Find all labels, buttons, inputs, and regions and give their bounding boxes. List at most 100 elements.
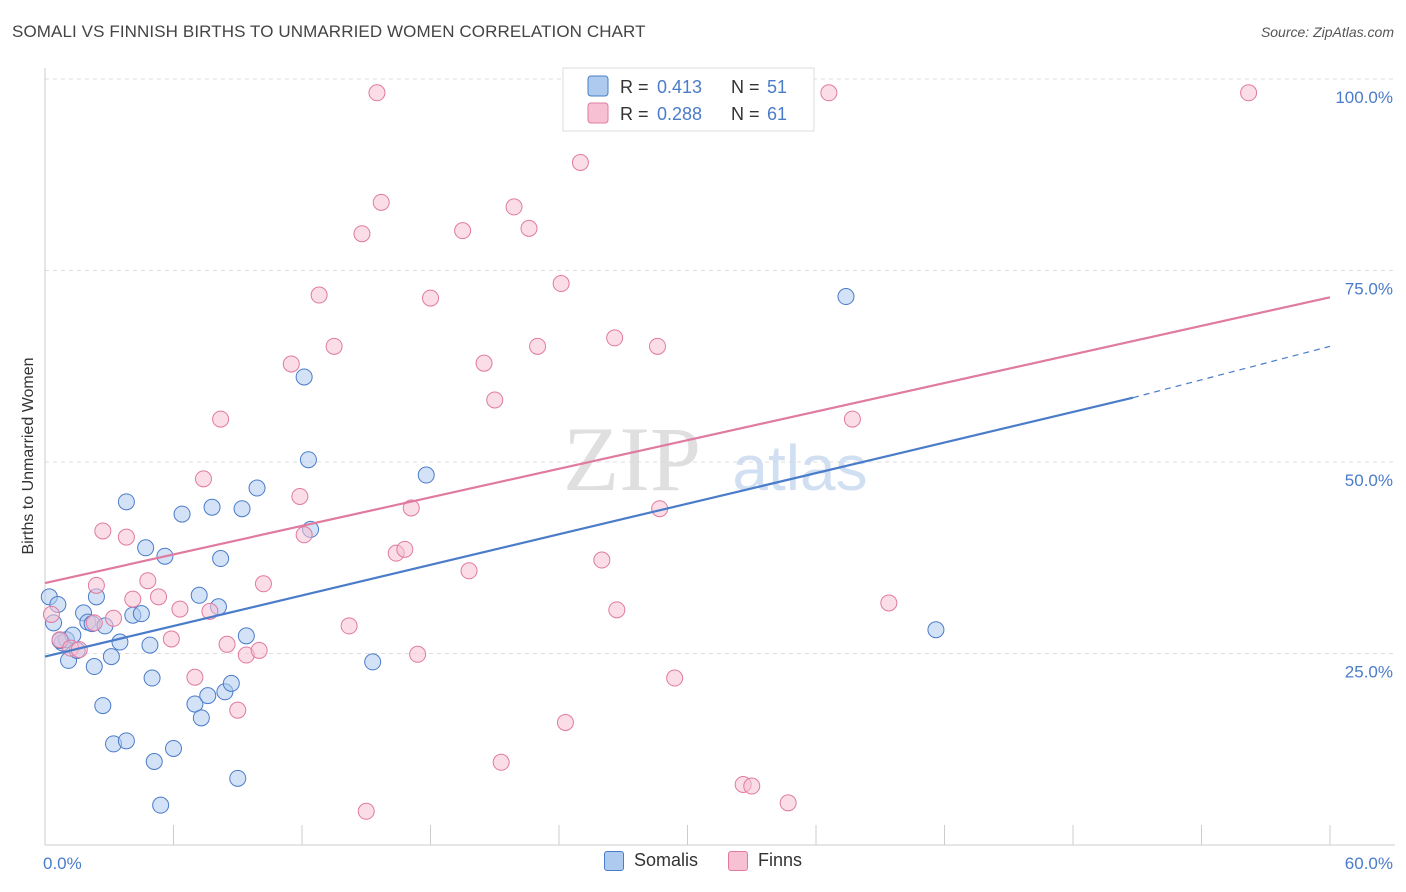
watermark-zip: ZIP	[563, 408, 701, 510]
point-finns-61	[1240, 84, 1258, 102]
point-finns-29	[353, 225, 371, 243]
legend-item-somalis[interactable]: Somalis	[603, 850, 698, 871]
point-finns-46	[552, 275, 570, 293]
point-somalis-43	[295, 368, 313, 386]
trend-line-somalis	[44, 396, 1134, 658]
point-finns-39	[460, 562, 478, 580]
point-somalis-25	[145, 753, 163, 771]
point-finns-48	[571, 153, 589, 171]
somalis-swatch-icon	[603, 850, 624, 871]
point-finns-52	[649, 337, 667, 355]
legend-r-label-finns: R =	[620, 104, 649, 124]
point-finns-8	[117, 528, 135, 546]
gridlines	[45, 78, 1395, 654]
finns-swatch-icon	[728, 850, 748, 871]
point-finns-19	[229, 701, 247, 719]
point-finns-36	[409, 645, 427, 663]
trend-lines	[44, 296, 1331, 658]
watermark-atlas: atlas	[732, 432, 867, 504]
point-finns-23	[282, 355, 300, 373]
point-somalis-36	[212, 550, 230, 568]
point-somalis-42	[248, 479, 266, 497]
legend-label-finns: Finns	[758, 850, 803, 870]
point-somalis-29	[173, 505, 191, 523]
legend-swatch-somalis	[587, 75, 609, 97]
point-finns-10	[139, 572, 157, 590]
point-finns-7	[105, 609, 123, 627]
point-finns-54	[666, 669, 684, 687]
point-finns-4	[85, 614, 103, 632]
point-finns-42	[492, 753, 510, 771]
watermark: ZIP atlas	[563, 408, 868, 510]
point-somalis-28	[165, 739, 182, 757]
legend-swatch-finns	[587, 102, 609, 124]
point-somalis-15	[102, 648, 120, 666]
axes	[44, 68, 1395, 846]
point-somalis-47	[417, 466, 435, 484]
point-finns-21	[250, 641, 268, 659]
point-somalis-48	[837, 288, 855, 306]
point-somalis-11	[85, 658, 103, 676]
point-finns-24	[291, 487, 309, 505]
series-legend: Somalis Finns	[0, 850, 1406, 871]
point-finns-57	[779, 794, 797, 812]
point-finns-49	[593, 551, 611, 569]
point-somalis-22	[137, 539, 155, 557]
point-finns-38	[454, 222, 472, 240]
point-finns-51	[608, 601, 626, 619]
legend-n-value-finns: 61	[767, 104, 787, 124]
point-finns-40	[475, 354, 493, 372]
point-finns-26	[310, 286, 328, 304]
point-somalis-44	[299, 451, 317, 469]
legend-n-label-finns: N =	[731, 104, 760, 124]
legend-n-value-somalis: 51	[767, 77, 787, 97]
point-somalis-32	[192, 709, 210, 727]
point-finns-32	[372, 193, 390, 211]
legend-r-label-somalis: R =	[620, 77, 649, 97]
point-somalis-30	[186, 695, 204, 713]
point-finns-59	[843, 410, 861, 428]
point-somalis-33	[199, 687, 217, 705]
x-tick-label-max: 60.0%	[1345, 854, 1393, 873]
point-finns-15	[194, 470, 212, 488]
x-tick-labels: 0.0% 60.0%	[43, 854, 1393, 873]
point-finns-58	[820, 84, 838, 102]
point-finns-11	[150, 588, 168, 606]
point-finns-18	[218, 635, 236, 653]
point-somalis-23	[141, 636, 159, 654]
point-finns-50	[606, 329, 624, 347]
point-somalis-24	[143, 669, 161, 687]
point-finns-5	[87, 576, 105, 594]
point-somalis-13	[94, 697, 112, 715]
y-tick-label-25: 25.0%	[1345, 663, 1393, 682]
legend-item-finns[interactable]: Finns	[728, 850, 802, 871]
point-finns-60	[880, 594, 898, 612]
point-finns-13	[171, 600, 189, 618]
stats-legend: R = 0.413 N = 51 R = 0.288 N = 61	[562, 67, 815, 132]
x-tick-label-min: 0.0%	[43, 854, 82, 873]
point-finns-22	[254, 575, 272, 593]
y-tick-label-100: 100.0%	[1335, 88, 1393, 107]
legend-r-value-somalis: 0.413	[657, 77, 702, 97]
y-tick-labels: 25.0% 50.0% 75.0% 100.0%	[1335, 88, 1393, 682]
source-credit: Source: ZipAtlas.com	[1260, 24, 1394, 40]
y-tick-label-75: 75.0%	[1345, 280, 1393, 299]
chart-title: SOMALI VS FINNISH BIRTHS TO UNMARRIED WO…	[12, 22, 646, 41]
point-finns-56	[743, 777, 761, 795]
point-somalis-31	[190, 586, 208, 604]
point-finns-35	[402, 499, 420, 517]
point-finns-6	[94, 522, 112, 540]
point-finns-9	[124, 590, 142, 608]
point-finns-14	[186, 668, 204, 686]
point-somalis-38	[222, 674, 240, 692]
point-finns-34	[396, 540, 414, 558]
point-finns-28	[340, 617, 358, 635]
point-finns-31	[368, 84, 386, 102]
point-finns-30	[357, 802, 375, 820]
point-somalis-34	[203, 498, 221, 516]
point-finns-17	[212, 410, 230, 428]
point-somalis-46	[364, 653, 382, 671]
point-finns-37	[422, 289, 439, 307]
legend-n-label-somalis: N =	[731, 77, 760, 97]
